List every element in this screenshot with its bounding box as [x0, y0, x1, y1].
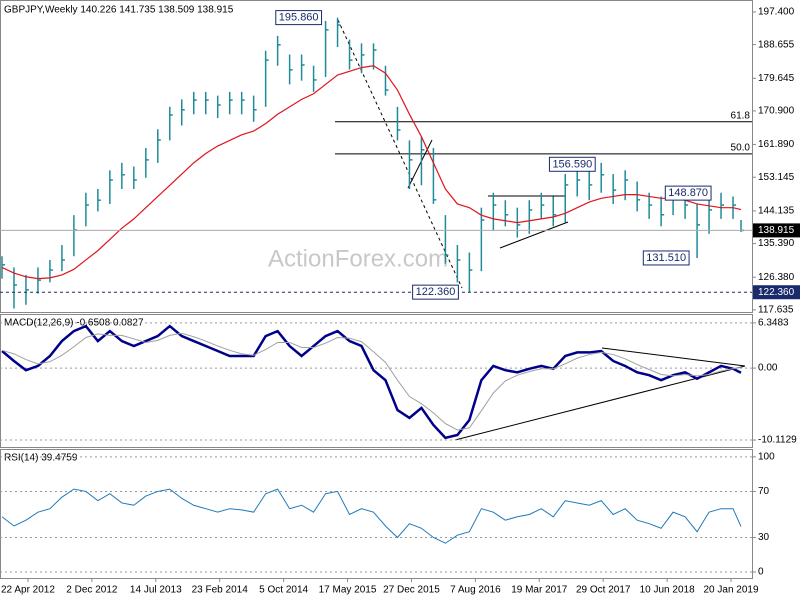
y-tick-label: 0 — [758, 567, 764, 578]
rsi-panel — [0, 449, 753, 579]
trendline — [499, 221, 569, 249]
series-line — [1, 332, 742, 431]
y-tick-label: 188.655 — [758, 39, 795, 50]
y-tick-label: 70 — [758, 486, 770, 497]
trendline — [337, 19, 463, 289]
x-tick-label: 19 Mar 2017 — [511, 585, 568, 596]
axis-highlight — [753, 285, 800, 300]
chart-title: GBPJPY,Weekly 140.226 141.735 138.509 13… — [4, 5, 234, 16]
x-tick-label: 20 Jan 2019 — [703, 585, 758, 596]
y-tick-label: -10.1129 — [758, 435, 797, 446]
macd-panel — [0, 314, 753, 448]
y-tick-label: 144.135 — [758, 206, 795, 217]
trendline — [407, 139, 433, 189]
x-tick-label: 14 Jul 2013 — [130, 585, 182, 596]
annotation-label: 122.360 — [416, 286, 456, 298]
y-tick-label: 197.400 — [758, 7, 795, 18]
y-tick-label: 100 — [758, 452, 775, 463]
x-tick-label: 22 Apr 2012 — [1, 585, 55, 596]
x-tick-label: 29 Oct 2017 — [576, 585, 631, 596]
watermark: ActionForex.com — [268, 245, 448, 272]
series-line — [1, 324, 742, 440]
y-tick-label: 117.635 — [758, 305, 794, 316]
y-tick-label: 170.900 — [758, 106, 795, 117]
y-tick-label: 153.145 — [758, 172, 795, 183]
y-tick-label: 179.645 — [758, 73, 795, 84]
annotation-label: 156.590 — [552, 158, 592, 170]
fib-label: 61.8 — [731, 110, 751, 121]
annotation-box — [548, 156, 596, 172]
axis-highlight-label: 122.360 — [758, 287, 795, 298]
y-tick-label: 126.380 — [758, 272, 795, 283]
x-tick-label: 23 Feb 2014 — [192, 585, 249, 596]
annotation-label: 195.860 — [279, 12, 319, 24]
last-price-label: 138.915 — [758, 225, 795, 236]
y-tick-label: 30 — [758, 532, 770, 543]
annotation-box — [412, 284, 459, 300]
x-tick-label: 27 Dec 2015 — [383, 585, 440, 596]
x-tick-label: 2 Dec 2012 — [66, 585, 118, 596]
x-tick-label: 5 Oct 2014 — [259, 585, 308, 596]
y-tick-label: 0.00 — [758, 363, 778, 374]
y-tick-label: 6.3483 — [758, 318, 789, 329]
x-tick-label: 7 Aug 2016 — [450, 585, 501, 596]
fib-label: 50.0 — [731, 143, 751, 154]
x-tick-label: 10 Jun 2018 — [640, 585, 695, 596]
annotation-label: 131.510 — [646, 252, 686, 264]
annotation-box — [275, 10, 323, 26]
annotation-box — [642, 250, 690, 266]
y-tick-label: 161.890 — [758, 139, 795, 150]
trendline — [601, 347, 746, 367]
annotation-label: 148.870 — [668, 187, 708, 199]
y-tick-label: 135.390 — [758, 238, 795, 249]
rsi-title: RSI(14) 39.4759 — [4, 453, 78, 464]
x-tick-label: 17 May 2015 — [319, 585, 377, 596]
last-price-box — [753, 223, 800, 238]
price-panel — [0, 0, 753, 313]
macd-title: MACD(12,26,9) -0.6508 0.0827 — [4, 318, 144, 329]
series-line — [1, 488, 742, 544]
annotation-box — [664, 185, 712, 201]
moving-average — [1, 65, 742, 280]
